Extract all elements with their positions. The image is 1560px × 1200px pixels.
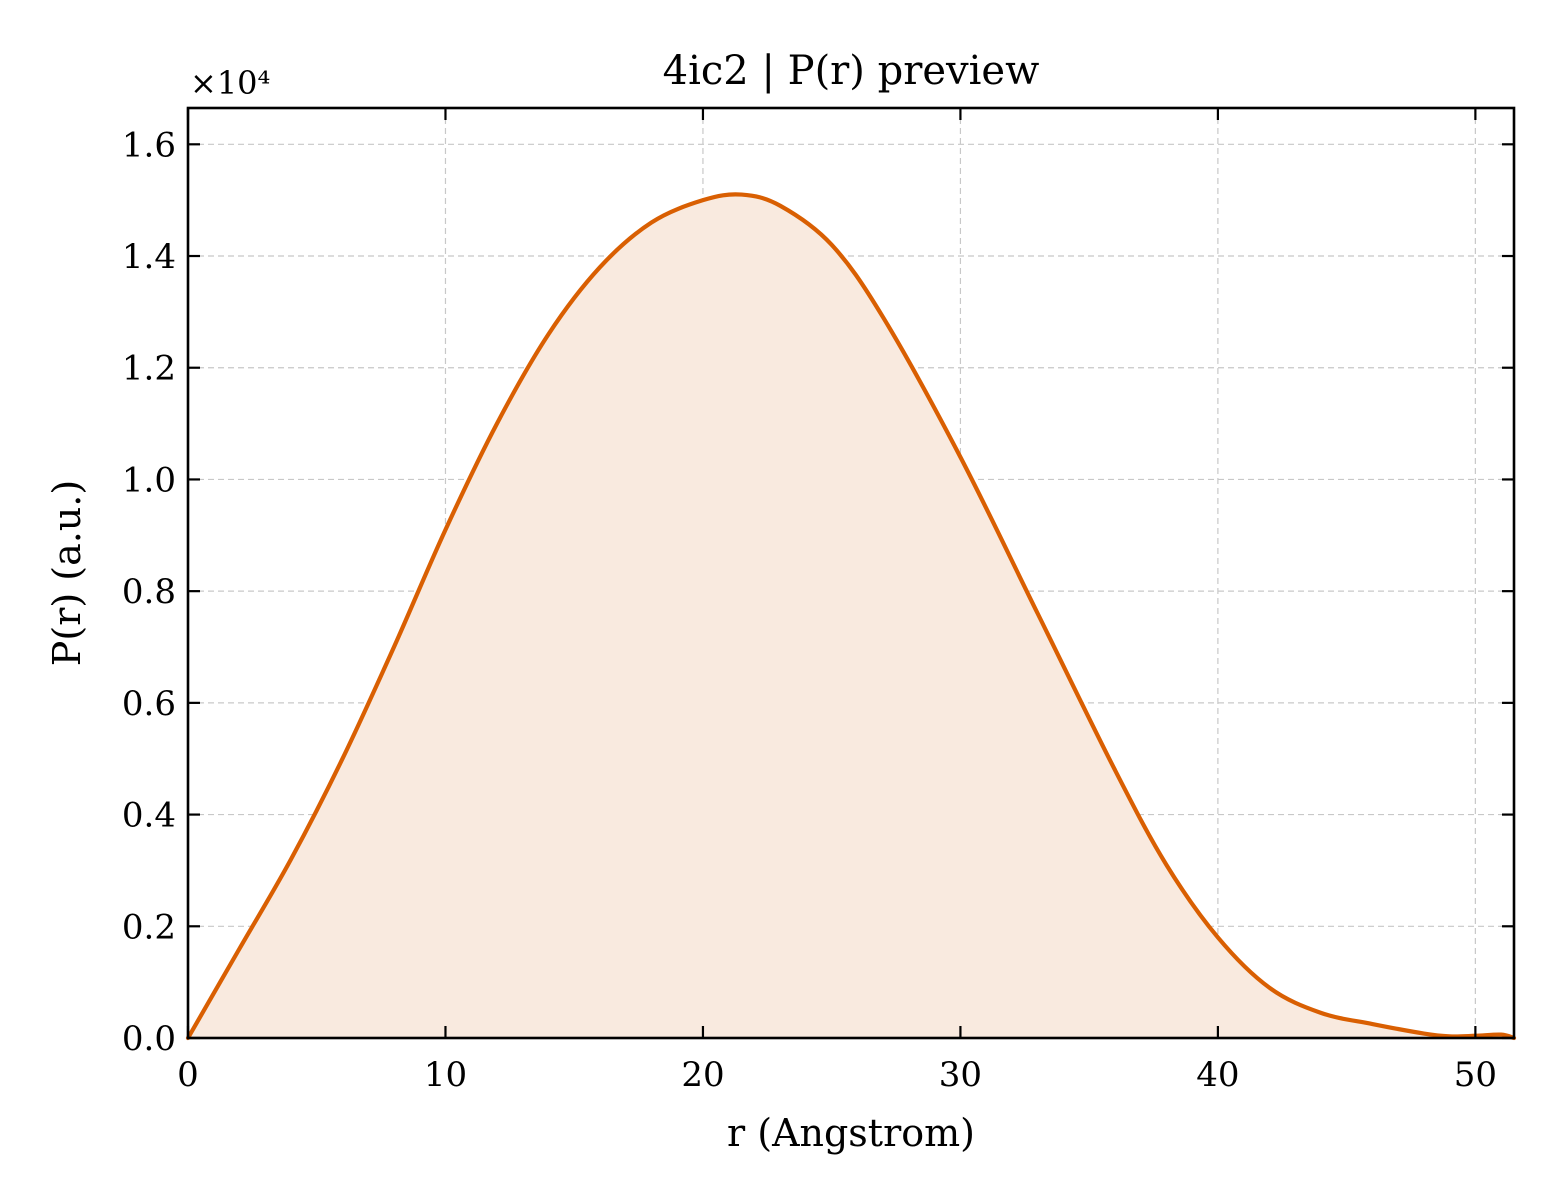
x-axis-label: r (Angstrom): [727, 1111, 975, 1155]
series-0-area: [188, 194, 1514, 1038]
ticks: 0 10 20 30 40 50 0.0 0.2 0.4 0.6 0.8 1.0 1.2 1.4 1.6: [122, 108, 1514, 1095]
x-tick-label-4: 40: [1196, 1055, 1239, 1095]
y-tick-label-1: 0.2: [122, 907, 176, 947]
y-tick-label-6: 1.2: [122, 349, 176, 389]
series-layer: [185, 192, 1517, 1041]
y-tick-label-8: 1.6: [122, 125, 176, 165]
y-tick-label-2: 0.4: [122, 796, 176, 836]
y-tick-label-5: 1.0: [122, 460, 176, 500]
series-0-line: [185, 192, 1517, 1041]
y-tick-label-4: 0.8: [122, 572, 176, 612]
y-tick-label-7: 1.4: [122, 237, 176, 277]
x-tick-label-0: 0: [177, 1055, 199, 1095]
x-tick-label-5: 50: [1454, 1055, 1497, 1095]
x-tick-label-2: 20: [681, 1055, 724, 1095]
y-tick-label-0: 0.0: [122, 1019, 176, 1059]
chart-title: 4ic2 | P(r) preview: [663, 48, 1040, 94]
x-tick-label-3: 30: [939, 1055, 982, 1095]
y-axis-label: P(r) (a.u.): [45, 480, 89, 666]
y-tick-label-3: 0.6: [122, 684, 176, 724]
axes-frame: [186, 106, 1516, 1040]
y-axis-offset-label: ×10⁴: [190, 64, 270, 102]
x-tick-label-1: 10: [424, 1055, 467, 1095]
